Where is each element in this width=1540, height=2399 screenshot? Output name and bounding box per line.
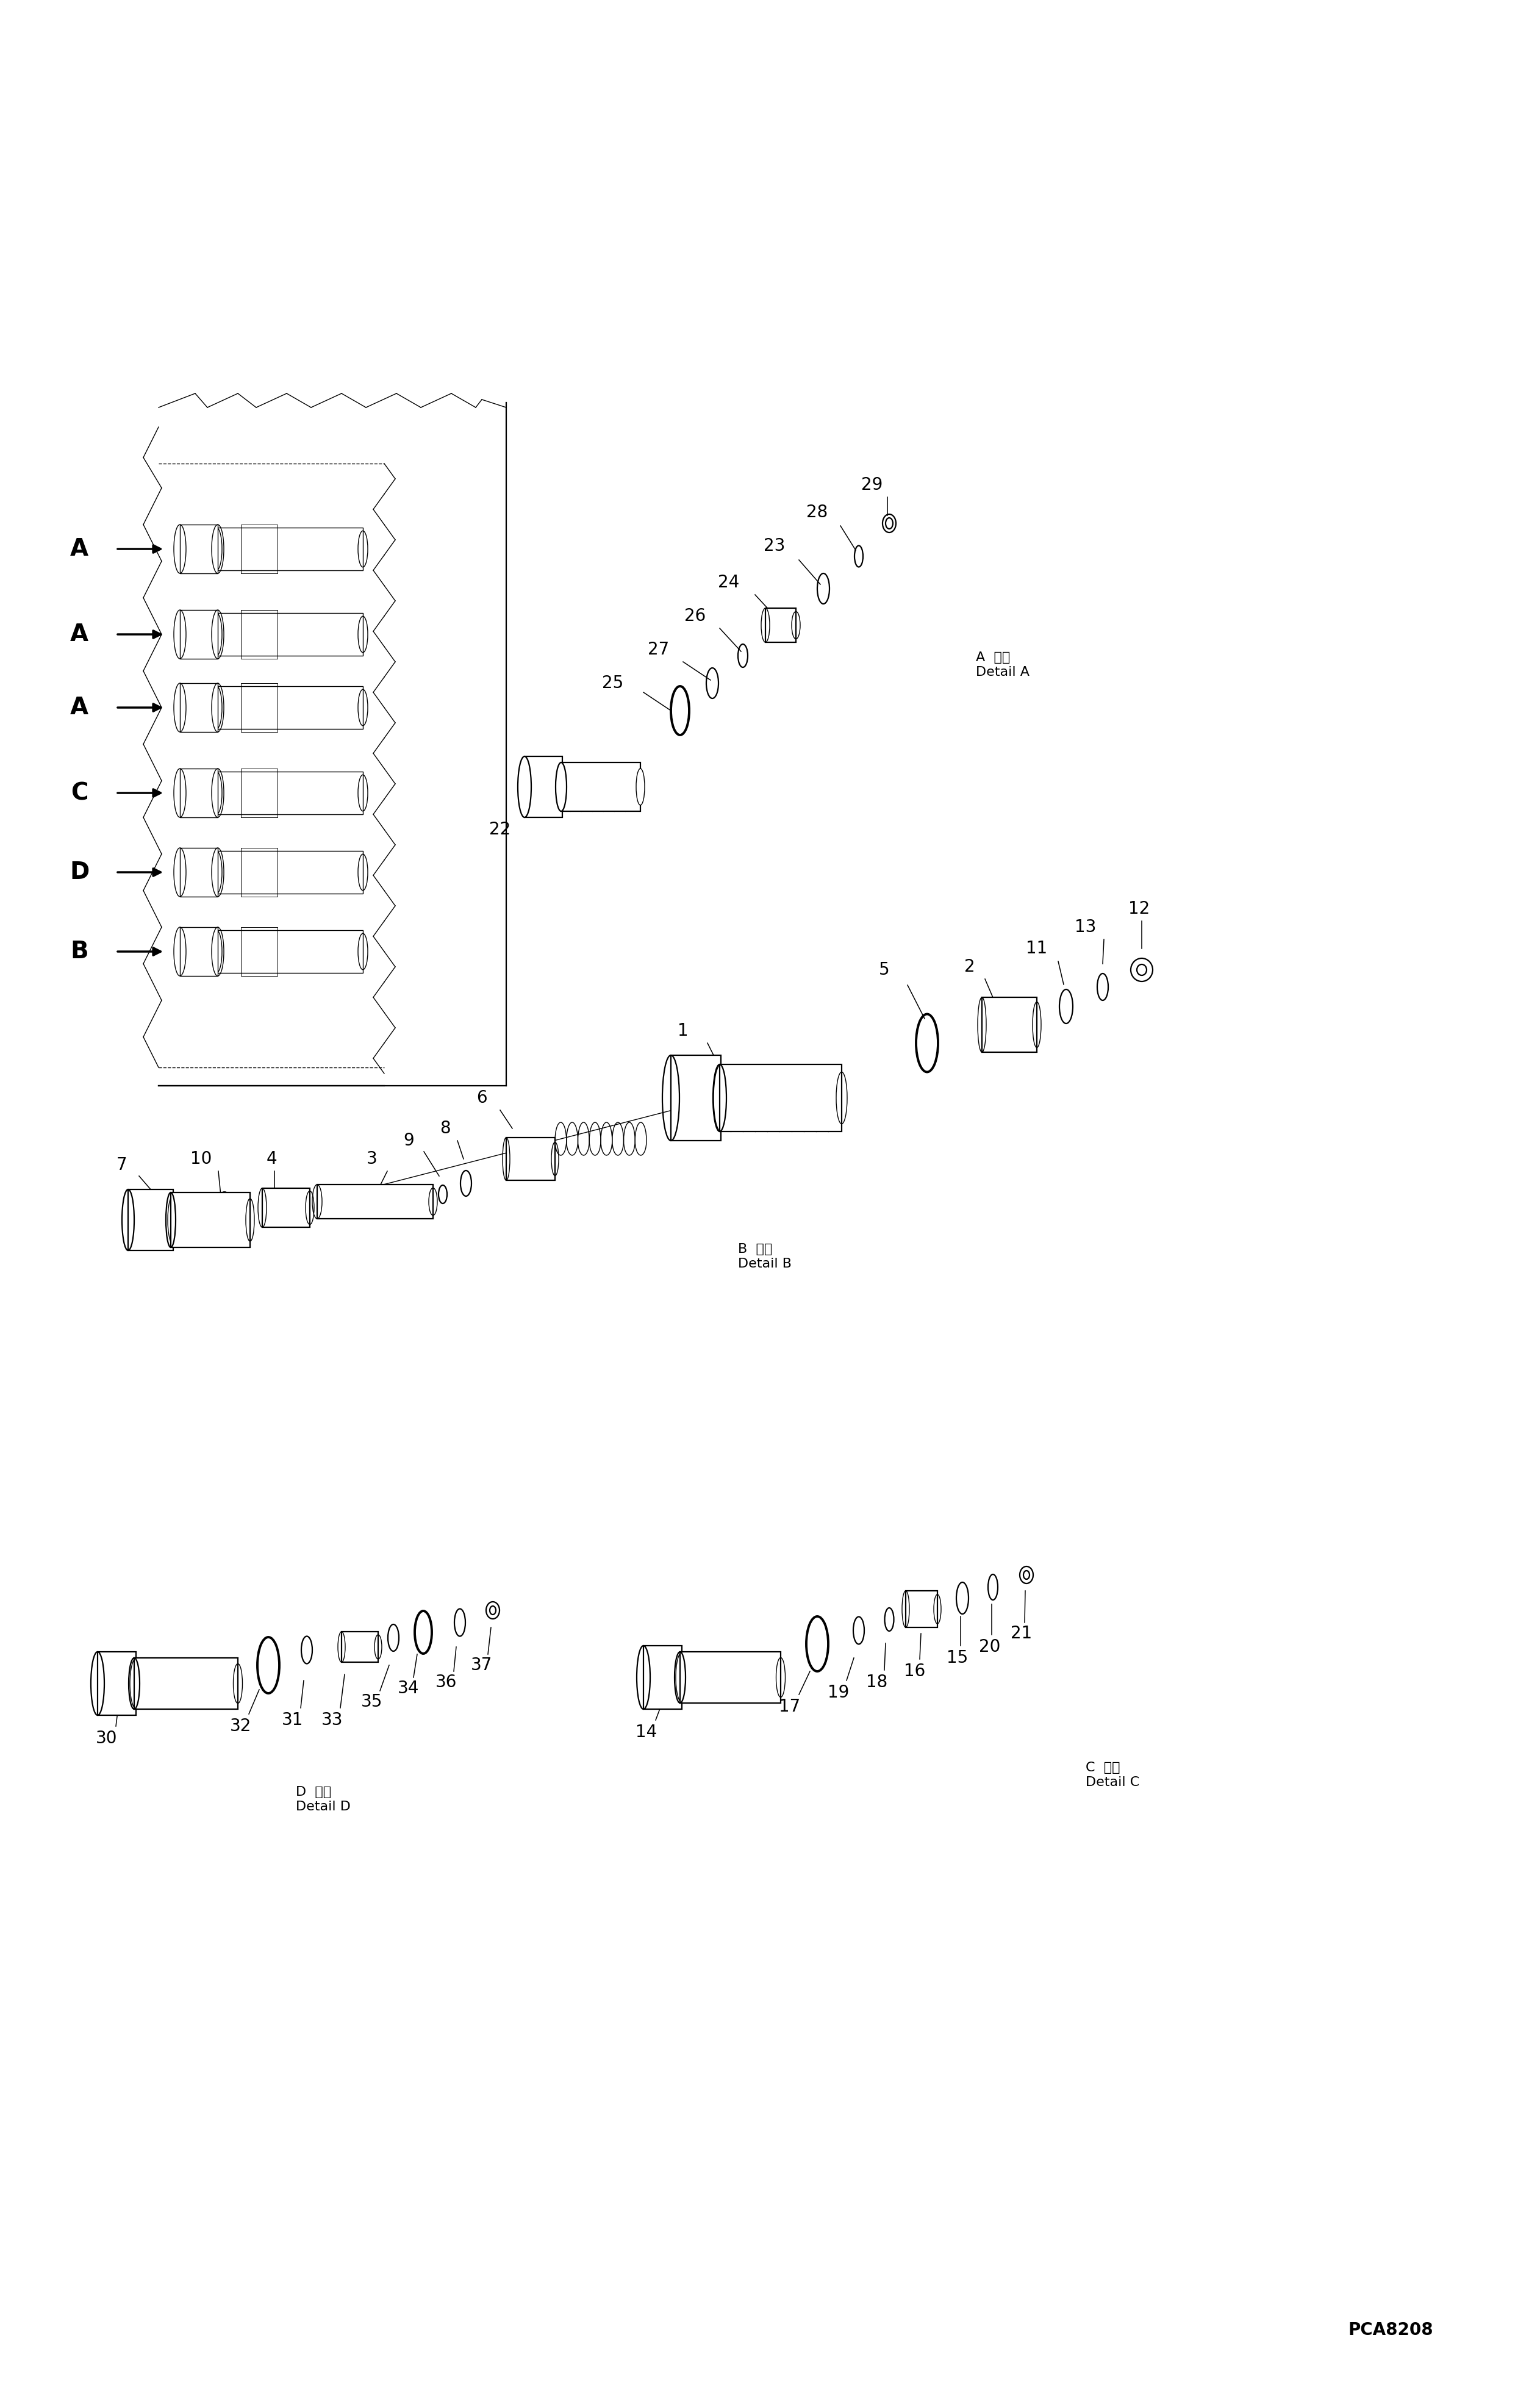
Text: 32: 32 <box>229 1718 251 1734</box>
Bar <box>217 614 363 655</box>
Text: 18: 18 <box>867 1675 887 1691</box>
Bar <box>171 1192 249 1247</box>
Bar <box>240 609 277 660</box>
Text: C  詳細
Detail C: C 詳細 Detail C <box>1086 1761 1140 1787</box>
Text: 15: 15 <box>947 1651 969 1667</box>
Bar <box>983 998 1036 1053</box>
Text: 3: 3 <box>367 1152 377 1168</box>
Ellipse shape <box>636 768 645 806</box>
Bar <box>765 607 796 643</box>
Text: 9: 9 <box>403 1132 414 1149</box>
Text: 10: 10 <box>191 1152 213 1168</box>
Bar <box>240 926 277 976</box>
Text: 27: 27 <box>648 641 670 657</box>
Bar <box>342 1631 379 1663</box>
Bar <box>128 1190 172 1250</box>
Bar <box>180 609 217 660</box>
Bar <box>217 528 363 571</box>
Bar <box>317 1185 433 1219</box>
Text: A: A <box>71 624 88 645</box>
Bar <box>681 1653 781 1703</box>
Bar <box>240 847 277 897</box>
Text: 1: 1 <box>678 1022 688 1039</box>
Bar <box>180 684 217 732</box>
Text: 14: 14 <box>636 1725 658 1742</box>
Bar <box>671 1056 721 1140</box>
Text: A: A <box>71 696 88 720</box>
Text: 12: 12 <box>1129 900 1150 916</box>
Ellipse shape <box>556 763 567 811</box>
Text: 7: 7 <box>117 1156 128 1173</box>
Text: 24: 24 <box>718 573 739 590</box>
Bar <box>217 931 363 974</box>
Text: 22: 22 <box>490 820 511 837</box>
Text: 23: 23 <box>764 537 785 554</box>
Text: 31: 31 <box>282 1710 303 1730</box>
Text: 20: 20 <box>979 1639 1001 1655</box>
Text: A: A <box>71 537 88 561</box>
Text: 5: 5 <box>879 962 890 979</box>
Bar <box>217 852 363 892</box>
Text: 36: 36 <box>436 1675 457 1691</box>
Bar <box>507 1137 554 1180</box>
Text: A  詳細
Detail A: A 詳細 Detail A <box>976 653 1030 679</box>
Text: 34: 34 <box>397 1679 419 1696</box>
Text: 4: 4 <box>266 1152 277 1168</box>
Bar <box>134 1658 237 1708</box>
Bar <box>180 525 217 573</box>
Text: 16: 16 <box>904 1663 926 1679</box>
Bar <box>217 772 363 813</box>
Text: B  詳細
Detail B: B 詳細 Detail B <box>738 1243 792 1269</box>
Bar <box>97 1653 136 1715</box>
Text: 8: 8 <box>440 1120 451 1137</box>
Ellipse shape <box>517 756 531 818</box>
Text: 28: 28 <box>807 504 829 521</box>
Text: 26: 26 <box>685 607 705 624</box>
Text: 2: 2 <box>964 957 975 976</box>
Bar <box>719 1065 842 1132</box>
Text: 30: 30 <box>95 1730 117 1746</box>
Text: 37: 37 <box>471 1658 493 1675</box>
Bar <box>262 1188 310 1228</box>
Text: 33: 33 <box>322 1710 343 1730</box>
Text: 11: 11 <box>1026 940 1047 957</box>
Text: 29: 29 <box>861 477 882 494</box>
Bar <box>217 686 363 729</box>
Text: 35: 35 <box>362 1694 383 1710</box>
Bar <box>906 1591 938 1627</box>
Text: 21: 21 <box>1010 1624 1032 1641</box>
Text: C: C <box>71 782 88 804</box>
Ellipse shape <box>556 763 570 811</box>
Bar <box>240 768 277 818</box>
Bar <box>240 684 277 732</box>
Bar <box>180 768 217 818</box>
Text: B: B <box>71 940 88 962</box>
Bar <box>525 756 562 818</box>
Text: PCA8208: PCA8208 <box>1348 2322 1434 2339</box>
Bar <box>240 525 277 573</box>
Bar <box>561 763 641 811</box>
Bar <box>644 1646 682 1708</box>
Text: 13: 13 <box>1075 919 1096 936</box>
Bar <box>180 847 217 897</box>
Bar <box>180 926 217 976</box>
Text: 6: 6 <box>476 1089 487 1106</box>
Text: 25: 25 <box>602 674 624 691</box>
Text: 17: 17 <box>779 1698 801 1715</box>
Text: D: D <box>69 861 89 883</box>
Text: 19: 19 <box>829 1684 850 1701</box>
Text: D  詳細
Detail D: D 詳細 Detail D <box>296 1787 351 1814</box>
